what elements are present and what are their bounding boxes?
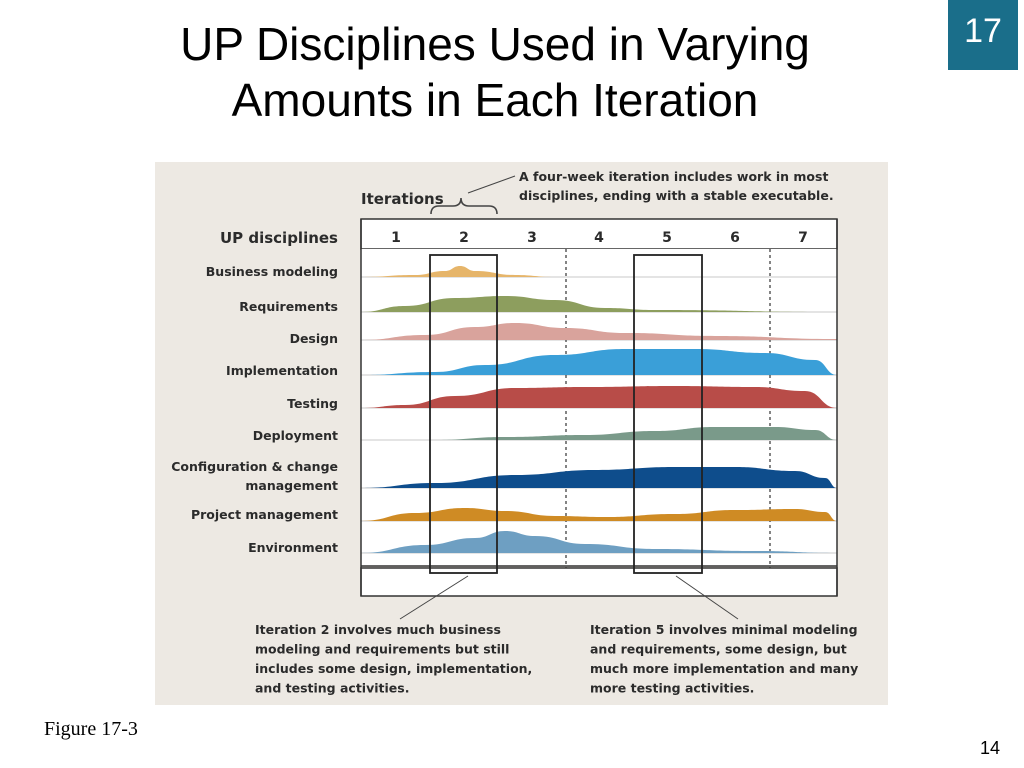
iteration-2-note: Iteration 2 involves much business modeli… xyxy=(255,622,532,696)
note5-line-4: more testing activities. xyxy=(590,681,754,696)
discipline-label-4: Implementation xyxy=(226,363,338,378)
discipline-curves xyxy=(361,266,837,553)
discipline-curve-4 xyxy=(361,349,837,375)
discipline-label-7-line-2: management xyxy=(245,478,338,493)
iterations-brace xyxy=(430,197,498,215)
discipline-labels: Business modeling Requirements Design Imple… xyxy=(171,264,338,555)
iteration-numbers: 1 2 3 4 5 6 7 xyxy=(391,230,808,246)
note2-line-3: includes some design, implementation, xyxy=(255,661,532,676)
iterations-annotation-line-2: disciplines, ending with a stable execut… xyxy=(519,188,834,203)
annotation-leader xyxy=(467,175,516,194)
slide-title-line-2: Amounts in Each Iteration xyxy=(231,74,759,126)
discipline-label-1: Business modeling xyxy=(206,264,338,279)
up-disciplines-figure: Iterations A four-week iteration include… xyxy=(155,162,888,705)
note5-line-3: much more implementation and many xyxy=(590,661,858,676)
up-disciplines-diagram: Iterations A four-week iteration include… xyxy=(171,169,858,696)
iteration-number-4: 4 xyxy=(594,230,604,246)
discipline-label-8: Project management xyxy=(191,507,338,522)
iteration-number-3: 3 xyxy=(527,230,537,246)
note5-line-2: and requirements, some design, but xyxy=(590,642,847,657)
iteration-number-6: 6 xyxy=(730,230,740,246)
slide-title-line-1: UP Disciplines Used in Varying xyxy=(180,18,810,70)
discipline-curve-6 xyxy=(435,427,837,440)
note2-line-2: modeling and requirements but still xyxy=(255,642,509,657)
discipline-label-2: Requirements xyxy=(239,299,338,314)
iterations-label: Iterations xyxy=(361,190,444,208)
discipline-curve-9 xyxy=(361,531,837,553)
note5-line-1: Iteration 5 involves minimal modeling xyxy=(590,622,858,637)
discipline-curve-2 xyxy=(361,296,837,312)
iteration-number-5: 5 xyxy=(662,230,672,246)
discipline-curve-7 xyxy=(361,467,837,488)
discipline-curve-3 xyxy=(361,323,837,340)
discipline-curve-8 xyxy=(361,508,837,521)
discipline-label-9: Environment xyxy=(248,540,338,555)
discipline-label-6: Deployment xyxy=(253,428,338,443)
discipline-curve-5 xyxy=(361,386,837,408)
chapter-number-badge: 17 xyxy=(948,0,1018,70)
iteration-number-2: 2 xyxy=(459,230,469,246)
discipline-label-3: Design xyxy=(290,331,338,346)
iteration-5-note: Iteration 5 involves minimal modeling and… xyxy=(590,622,858,696)
note2-line-4: and testing activities. xyxy=(255,681,409,696)
slide-title: UP Disciplines Used in Varying Amounts i… xyxy=(100,16,890,128)
note-5-leader xyxy=(675,575,739,620)
note-2-leader xyxy=(399,575,469,620)
discipline-label-5: Testing xyxy=(287,396,338,411)
iteration-number-1: 1 xyxy=(391,230,401,246)
page-number: 14 xyxy=(980,738,1001,758)
note2-line-1: Iteration 2 involves much business xyxy=(255,622,501,637)
discipline-label-7: Configuration & change xyxy=(171,459,338,474)
disciplines-header: UP disciplines xyxy=(220,229,338,247)
iterations-annotation-line-1: A four-week iteration includes work in m… xyxy=(519,169,828,184)
iteration-number-7: 7 xyxy=(798,230,808,246)
figure-caption: Figure 17-3 xyxy=(44,718,138,740)
iteration-5-highlight xyxy=(633,254,703,574)
discipline-curve-1 xyxy=(361,266,600,277)
iteration-2-highlight xyxy=(429,254,498,574)
